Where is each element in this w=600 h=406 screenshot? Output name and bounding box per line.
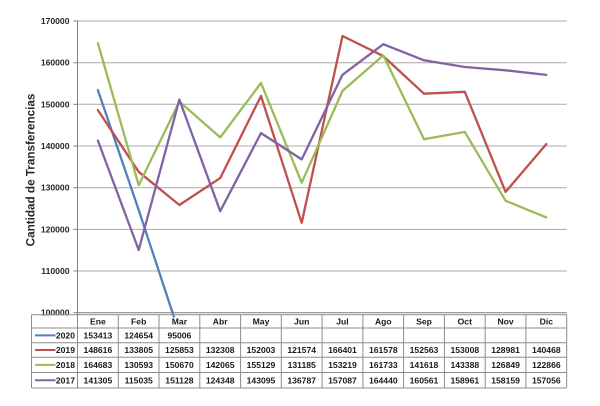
svg-text:161733: 161733 — [369, 360, 398, 370]
svg-text:153008: 153008 — [450, 345, 479, 355]
svg-text:148616: 148616 — [84, 345, 113, 355]
svg-text:130000: 130000 — [41, 183, 70, 193]
svg-text:100000: 100000 — [41, 308, 70, 318]
svg-text:Ene: Ene — [90, 317, 106, 327]
svg-text:151128: 151128 — [165, 375, 193, 385]
svg-text:122866: 122866 — [532, 360, 561, 370]
svg-text:Dic: Dic — [540, 317, 554, 327]
svg-text:Cantidad de Transferencias: Cantidad de Transferencias — [25, 93, 38, 246]
svg-text:125853: 125853 — [165, 345, 194, 355]
svg-text:Jul: Jul — [336, 317, 348, 327]
svg-text:160561: 160561 — [410, 375, 439, 385]
svg-text:152003: 152003 — [247, 345, 276, 355]
svg-text:2018: 2018 — [56, 360, 75, 370]
svg-text:May: May — [253, 317, 270, 327]
svg-text:131185: 131185 — [288, 360, 316, 370]
svg-text:124348: 124348 — [206, 375, 235, 385]
svg-text:155129: 155129 — [247, 360, 276, 370]
svg-text:166401: 166401 — [328, 345, 357, 355]
svg-text:126849: 126849 — [491, 360, 520, 370]
svg-text:142065: 142065 — [206, 360, 235, 370]
svg-text:Mar: Mar — [172, 317, 188, 327]
svg-text:160000: 160000 — [41, 58, 70, 68]
svg-text:140000: 140000 — [41, 141, 70, 151]
svg-text:143388: 143388 — [450, 360, 479, 370]
svg-text:Abr: Abr — [213, 317, 228, 327]
svg-text:141618: 141618 — [410, 360, 439, 370]
svg-text:132308: 132308 — [206, 345, 235, 355]
svg-text:157087: 157087 — [328, 375, 357, 385]
svg-text:2020: 2020 — [56, 331, 75, 341]
svg-text:2019: 2019 — [56, 345, 75, 355]
svg-text:153413: 153413 — [84, 331, 113, 341]
svg-text:Jun: Jun — [294, 317, 309, 327]
svg-text:2017: 2017 — [56, 375, 75, 385]
svg-text:164683: 164683 — [84, 360, 113, 370]
svg-text:120000: 120000 — [41, 224, 70, 234]
svg-text:152563: 152563 — [410, 345, 439, 355]
svg-text:Oct: Oct — [458, 317, 472, 327]
svg-text:115035: 115035 — [125, 375, 153, 385]
svg-text:Nov: Nov — [497, 317, 513, 327]
svg-text:Ago: Ago — [375, 317, 392, 327]
svg-text:158159: 158159 — [491, 375, 520, 385]
svg-text:110000: 110000 — [41, 266, 69, 276]
svg-text:150670: 150670 — [165, 360, 194, 370]
svg-text:124654: 124654 — [124, 331, 153, 341]
svg-text:121574: 121574 — [287, 345, 316, 355]
svg-text:141305: 141305 — [84, 375, 113, 385]
svg-text:140468: 140468 — [532, 345, 561, 355]
svg-text:164440: 164440 — [369, 375, 398, 385]
svg-text:143095: 143095 — [247, 375, 276, 385]
svg-text:130593: 130593 — [124, 360, 153, 370]
svg-text:161578: 161578 — [369, 345, 398, 355]
svg-text:153219: 153219 — [328, 360, 357, 370]
svg-text:150000: 150000 — [41, 99, 70, 109]
svg-text:Feb: Feb — [131, 317, 146, 327]
svg-text:158961: 158961 — [450, 375, 479, 385]
svg-text:157056: 157056 — [532, 375, 561, 385]
svg-text:95006: 95006 — [167, 331, 191, 341]
svg-text:133805: 133805 — [124, 345, 153, 355]
svg-text:170000: 170000 — [41, 16, 70, 26]
svg-text:136787: 136787 — [287, 375, 316, 385]
svg-text:128981: 128981 — [491, 345, 520, 355]
svg-text:Sep: Sep — [416, 317, 432, 327]
